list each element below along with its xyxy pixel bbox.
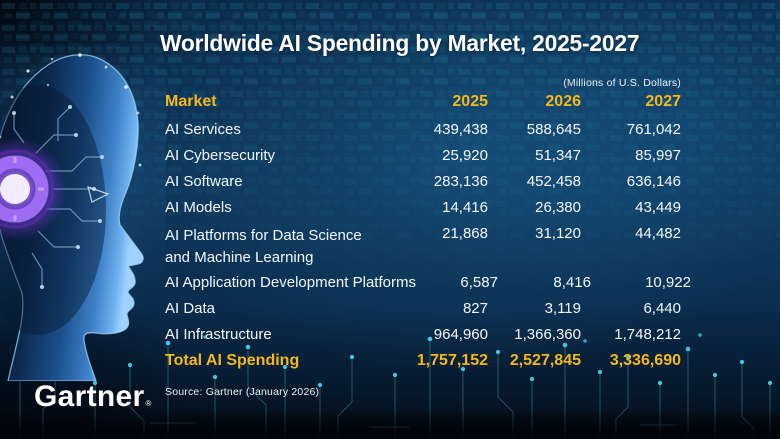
value-2025: 827 (462, 299, 488, 317)
value-2026: 452,458 (526, 172, 581, 190)
value-2027: 10,922 (645, 273, 691, 291)
value-2026: 51,347 (535, 146, 581, 164)
row-label-line2: and Machine Learning (165, 248, 314, 266)
column-header-2026: 2026 (545, 93, 581, 110)
value-2025: 439,438 (433, 120, 488, 138)
value-2026: 8,416 (553, 273, 591, 291)
table-header-row: Market 2025 2026 2027 (165, 93, 681, 121)
page-title: Worldwide AI Spending by Market, 2025-20… (160, 30, 640, 56)
row-label: AI Data (165, 299, 216, 317)
gartner-logo: Gartner® (34, 380, 152, 414)
value-2027: 85,997 (635, 146, 681, 164)
row-label: AI Infrastructure (165, 326, 272, 344)
row-label: AI Software (165, 172, 243, 190)
total-label: Total AI Spending (165, 352, 300, 370)
value-2025: 25,920 (442, 146, 488, 164)
source-note: Source: Gartner (January 2026) (165, 386, 320, 399)
table-row-ai-software: AI Software 283,136 452,458 636,146 (165, 173, 681, 199)
total-2027: 3,336,690 (609, 352, 681, 370)
table-row-ai-cybersecurity: AI Cybersecurity 25,920 51,347 85,997 (165, 147, 681, 173)
value-2025: 14,416 (442, 199, 488, 217)
row-label-line1: AI Platforms for Data Science (165, 227, 362, 245)
value-2025: 21,868 (442, 225, 488, 243)
row-label: AI Services (165, 120, 241, 138)
value-2026: 26,380 (535, 199, 581, 217)
spending-table: Market 2025 2026 2027 AI Services 439,43… (165, 93, 691, 399)
units-note: (Millions of U.S. Dollars) (563, 77, 681, 89)
column-header-2025: 2025 (452, 93, 488, 110)
sparkle-dots (0, 53, 142, 167)
value-2027: 761,042 (626, 120, 681, 138)
row-label: AI Platforms for Data Science and Machin… (165, 225, 406, 268)
table-row-ai-platforms-data-science: AI Platforms for Data Science and Machin… (165, 225, 681, 274)
value-2026: 1,366,360 (514, 326, 581, 344)
value-2027: 636,146 (626, 172, 681, 190)
row-label: AI Models (165, 199, 232, 217)
registered-mark: ® (145, 399, 152, 408)
gartner-logo-text: Gartner (34, 380, 145, 413)
row-label: AI Cybersecurity (165, 146, 276, 164)
row-label: AI Application Development Platforms (165, 273, 416, 291)
bottom-fade-overlay (0, 409, 780, 439)
eye-triangle-glyph (87, 186, 110, 203)
column-header-market: Market (165, 93, 217, 110)
value-2027: 1,748,212 (614, 326, 681, 344)
table-row-ai-infrastructure: AI Infrastructure 964,960 1,366,360 1,74… (165, 326, 681, 352)
column-header-2027: 2027 (645, 93, 681, 110)
value-2025: 964,960 (433, 326, 488, 344)
table-row-ai-application-development-platforms: AI Application Development Platforms 6,5… (165, 273, 691, 300)
value-2026: 31,120 (535, 225, 581, 243)
table-row-ai-services: AI Services 439,438 588,645 761,042 (165, 121, 681, 147)
head-profile-silhouette (0, 54, 144, 381)
ai-head-illustration (0, 45, 166, 381)
table-row-ai-models: AI Models 14,416 26,380 43,449 (165, 199, 681, 225)
brain-circuit-nodes (12, 105, 104, 289)
value-2027: 6,440 (643, 299, 681, 317)
value-2026: 3,119 (544, 299, 581, 317)
value-2027: 43,449 (635, 199, 681, 217)
purple-core (0, 137, 67, 241)
value-2026: 588,645 (526, 120, 581, 138)
table-row-ai-data: AI Data 827 3,119 6,440 (165, 300, 681, 326)
total-2025: 1,757,152 (416, 352, 488, 370)
value-2025: 6,587 (460, 273, 498, 291)
total-2026: 2,527,845 (509, 352, 581, 370)
value-2027: 44,482 (635, 225, 681, 243)
table-row-total-ai-spending: Total AI Spending 1,757,152 2,527,845 3,… (165, 352, 681, 380)
value-2025: 283,136 (433, 172, 488, 190)
